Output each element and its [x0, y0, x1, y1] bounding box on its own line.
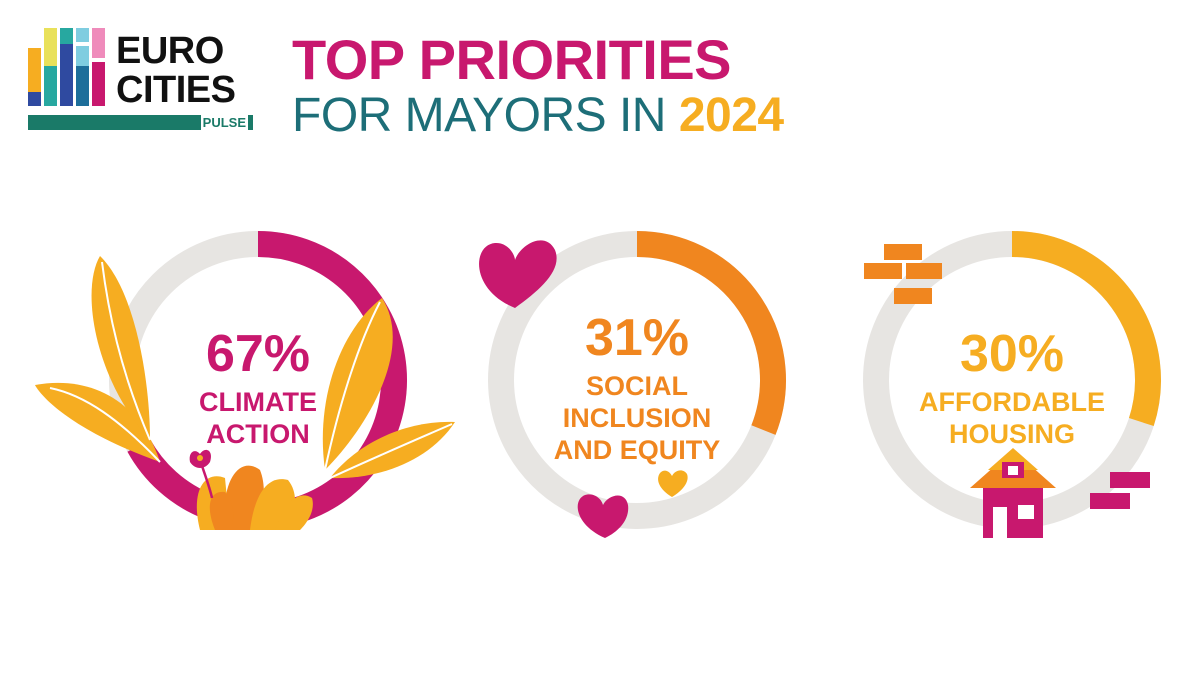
logo-word-cities: CITIES: [116, 69, 236, 111]
donut-value-label: 67%: [206, 325, 310, 383]
hearts-decoration: [479, 240, 688, 538]
donut-value-arc: [1011, 231, 1161, 427]
eurocities-pulse-logo: EURO CITIES PULSE: [26, 26, 256, 136]
title-line-2: FOR MAYORS IN 2024: [292, 90, 784, 142]
page-title: TOP PRIORITIES FOR MAYORS IN 2024: [292, 30, 784, 142]
donut-category-label: HOUSING: [949, 419, 1075, 449]
donut-category-label: SOCIAL: [586, 371, 688, 401]
title-year: 2024: [678, 89, 784, 142]
title-line-2-text: FOR MAYORS IN: [292, 89, 666, 142]
donut-value-label: 30%: [960, 325, 1064, 383]
plant-leaves-decoration: [35, 256, 455, 530]
logo-word-pulse: PULSE: [200, 115, 248, 130]
logo-underline-bar: [28, 115, 253, 130]
logo-word-euro: EURO: [116, 30, 224, 72]
donut-category-label: AND EQUITY: [554, 435, 721, 465]
donut-category-label: CLIMATE: [199, 387, 317, 417]
title-line-1: TOP PRIORITIES: [292, 28, 732, 91]
donut-category-label: ACTION: [206, 419, 310, 449]
house-bricks-decoration: [864, 244, 1150, 538]
donut-value-label: 31%: [585, 309, 689, 367]
donut-category-label: INCLUSION: [563, 403, 712, 433]
donut-category-label: AFFORDABLE: [919, 387, 1105, 417]
donut-value-arc: [636, 231, 786, 435]
logo-bars-icon: [28, 28, 105, 106]
